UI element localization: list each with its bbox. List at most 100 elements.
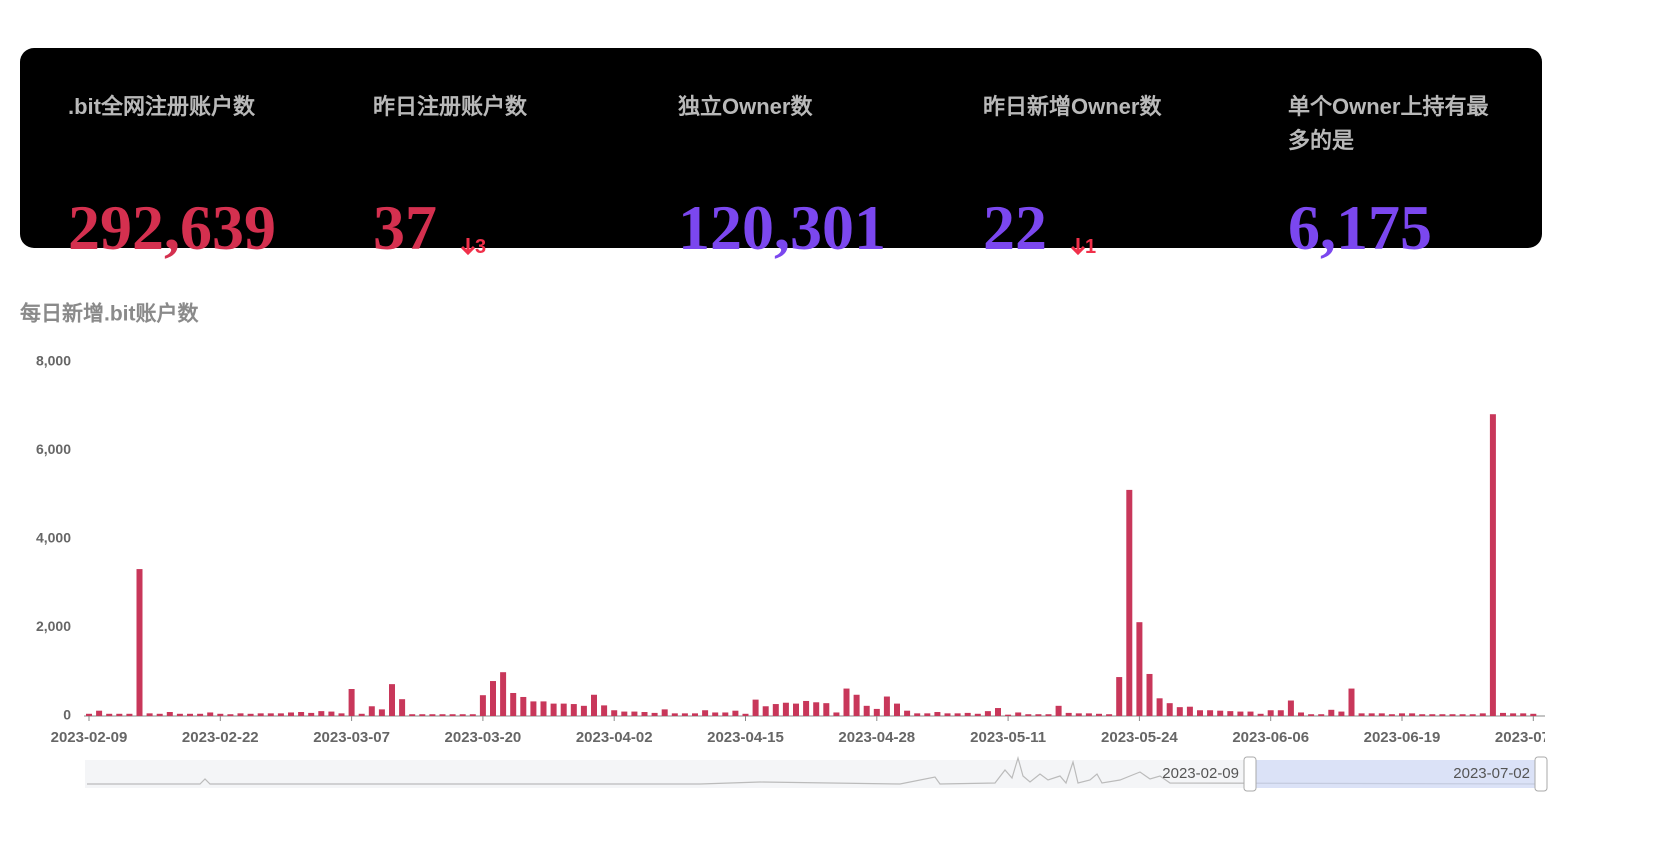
bar <box>1096 713 1102 716</box>
bar <box>368 706 375 716</box>
bar <box>621 711 628 716</box>
bar <box>883 696 890 716</box>
bar <box>580 705 587 716</box>
bar <box>793 703 799 716</box>
bar <box>570 704 577 716</box>
bar <box>277 713 284 716</box>
stat-value: 292,639 <box>68 192 276 263</box>
bar <box>520 696 527 716</box>
bar <box>1287 700 1294 716</box>
bar <box>651 712 658 716</box>
bar <box>1298 712 1304 716</box>
bar <box>419 714 426 716</box>
bar <box>974 713 981 716</box>
bar <box>560 703 567 716</box>
bar <box>1025 714 1032 716</box>
zoom-end-label: 2023-07-02 <box>1453 765 1530 782</box>
bar <box>308 712 315 716</box>
zoom-handle[interactable] <box>1243 756 1257 792</box>
y-tick-label: 6,000 <box>36 441 71 457</box>
bar <box>1146 673 1153 716</box>
stat-change: 3 <box>460 236 486 259</box>
bar <box>1520 713 1527 716</box>
bar <box>217 713 224 716</box>
bar <box>530 701 537 716</box>
bar <box>176 713 183 716</box>
bar <box>409 714 416 716</box>
bar <box>1439 714 1446 716</box>
stat-label: 昨日新增Owner数 <box>983 94 1162 119</box>
stat-change: 1 <box>1070 236 1096 259</box>
bar <box>1035 714 1042 716</box>
bar <box>944 713 951 716</box>
bar <box>1176 707 1183 716</box>
down-arrow <box>1070 238 1086 256</box>
bar <box>247 713 254 716</box>
bar <box>984 711 991 716</box>
bar <box>995 708 1001 716</box>
stat: 昨日新增Owner数 22 1 <box>983 90 1223 260</box>
bar <box>1399 713 1405 716</box>
x-tick-label: 2023-03-07 <box>313 729 390 746</box>
stat-label: 单个Owner上持有最多的是 <box>1288 94 1489 153</box>
zoom-handle[interactable] <box>1534 756 1548 792</box>
bar <box>1469 714 1476 716</box>
bar <box>1358 713 1365 716</box>
zoom-start-label: 2023-02-09 <box>1162 765 1239 782</box>
bar <box>540 701 547 716</box>
bar <box>1106 714 1113 716</box>
bar <box>459 714 466 716</box>
bar <box>904 710 911 716</box>
bar <box>1277 710 1284 716</box>
bar <box>954 713 961 716</box>
bar <box>1419 714 1426 716</box>
bar <box>712 712 719 716</box>
bar <box>722 712 729 716</box>
bar <box>1328 709 1335 716</box>
bar <box>1257 713 1264 716</box>
bar <box>772 704 779 716</box>
x-tick-label: 2023-04-02 <box>576 729 653 746</box>
bar <box>1530 713 1537 716</box>
bar <box>1510 713 1517 716</box>
bar <box>1388 714 1395 716</box>
bar <box>1237 711 1244 716</box>
bar <box>550 703 557 716</box>
bar <box>601 705 608 716</box>
bar <box>1005 714 1012 716</box>
bar <box>591 694 597 716</box>
bar <box>207 712 214 716</box>
bar <box>1186 706 1193 716</box>
bar <box>227 714 234 716</box>
bar <box>1338 711 1345 716</box>
bar <box>934 712 941 716</box>
bar <box>732 710 739 716</box>
stat-value: 37 <box>373 192 437 263</box>
bar <box>894 703 900 716</box>
bar <box>106 713 113 716</box>
bar <box>490 681 496 716</box>
bar <box>479 695 486 716</box>
x-tick-label: 2023-07-02 <box>1495 729 1572 746</box>
bar <box>1197 710 1203 716</box>
bar <box>813 702 820 716</box>
zoom-window[interactable] <box>1250 760 1540 788</box>
stat-label: 昨日注册账户数 <box>373 94 528 119</box>
bar <box>318 711 325 716</box>
x-tick-label: 2023-05-24 <box>1101 729 1178 746</box>
bar <box>1247 711 1254 716</box>
bar <box>1449 714 1456 716</box>
bar <box>116 713 123 716</box>
x-tick-label: 2023-04-28 <box>838 729 915 746</box>
bar <box>86 713 92 716</box>
bar <box>863 705 870 716</box>
bar <box>1166 703 1173 716</box>
stat-label: .bit全网注册账户数 <box>68 94 255 119</box>
chart-title: 每日新增.bit账户数 <box>20 302 199 326</box>
bar <box>288 712 294 716</box>
y-tick-label: 8,000 <box>36 353 71 369</box>
bar <box>671 713 678 716</box>
bar <box>1409 713 1416 716</box>
bar <box>197 713 204 716</box>
